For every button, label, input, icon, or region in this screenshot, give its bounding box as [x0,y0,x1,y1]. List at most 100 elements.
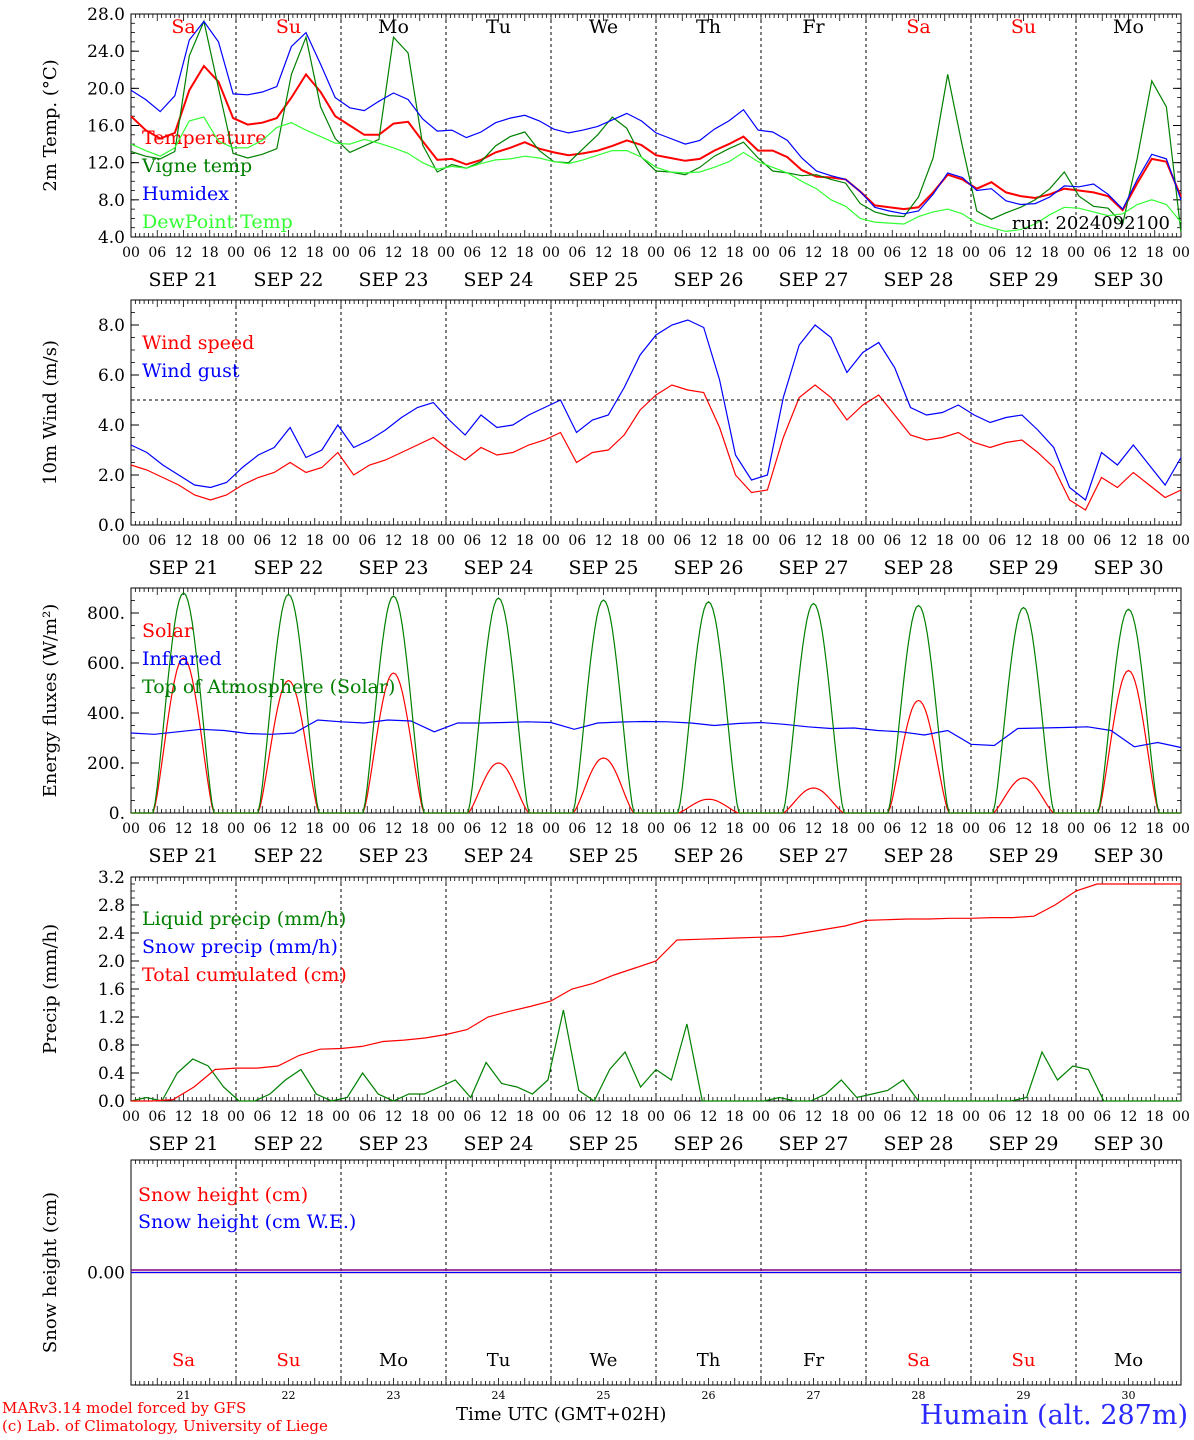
bottom-day-number: 23 [387,1389,401,1402]
panel-1-legend-4: DewPoint Temp [142,211,293,233]
panel-2-hour-label: 12 [700,533,718,549]
panel-4-hour-label: 18 [306,1109,324,1125]
panel-2-legend-1: Wind speed [142,332,254,354]
top-day-name: Sa [906,16,930,38]
top-day-name: Su [1011,16,1036,38]
panel-3-hour-label: 12 [385,821,403,837]
panel-4-hour-label: 18 [936,1109,954,1125]
panel-4-date-label: SEP 21 [149,1133,219,1155]
panel-3-hour-label: 12 [280,821,298,837]
panel-1-date-label: SEP 27 [779,269,849,291]
panel-1-date-label: SEP 29 [989,269,1059,291]
panel-1-legend-2: Vigne temp [141,155,252,177]
panel-3-frame [130,587,1182,814]
panel-1-legend-3: Humidex [142,183,229,205]
panel-3-hour-label: 00 [1067,821,1085,837]
panel-2-hour-label: 06 [988,533,1006,549]
panel-3-hour-label: 18 [306,821,324,837]
panel-4-hour-label: 12 [280,1109,298,1125]
panel-4-hour-label: 00 [857,1109,875,1125]
panel-4-series-1-line [130,1009,1181,1102]
panel-3-hour-label: 06 [463,821,481,837]
panel-4-hour-label: 00 [332,1109,350,1125]
panel-5-legend-2: Snow height (cm W.E.) [138,1211,356,1233]
panel-2-hour-label: 12 [595,533,613,549]
panel-3-hour-label: 00 [227,821,245,837]
bottom-day-name: Mo [379,1350,408,1371]
panel-3-date-label: SEP 28 [884,845,954,867]
panel-1-hour-label: 00 [332,245,350,261]
panel-1-hour-label: 12 [385,245,403,261]
panel-1-hour-label: 18 [306,245,324,261]
panel-1-hour-label: 06 [1093,245,1111,261]
panel-3-hour-label: 00 [542,821,560,837]
panel-2-date-label: SEP 27 [779,557,849,579]
panel-4-date-label: SEP 25 [569,1133,639,1155]
panel-3-hour-label: 00 [437,821,455,837]
panel-4-hour-label: 06 [148,1109,166,1125]
panel-3-y-tick-label: 0. [109,804,125,824]
panel-1-hour-label: 18 [726,245,744,261]
panel-4-legend-1: Liquid precip (mm/h) [142,908,346,930]
panel-4-hour-label: 12 [805,1109,823,1125]
panel-3-hour-label: 12 [700,821,718,837]
panel-3-hour-label: 12 [595,821,613,837]
panel-1-y-axis-label: 2m Temp. (°C) [40,59,61,191]
panel-3-date-label: SEP 30 [1094,845,1164,867]
panel-1-hour-label: 12 [1120,245,1138,261]
bottom-day-number: 24 [492,1389,506,1402]
panel-4-y-tick-label: 0.8 [98,1036,125,1056]
panel-2-hour-label: 06 [1093,533,1111,549]
panel-4-hour-label: 18 [726,1109,744,1125]
panel-3-hour-label: 06 [988,821,1006,837]
panel-3-date-label: SEP 21 [149,845,219,867]
panel-2-hour-label: 00 [542,533,560,549]
panel-3-date-label: SEP 25 [569,845,639,867]
panel-1-hour-label: 06 [568,245,586,261]
panel-2-hour-label: 00 [227,533,245,549]
panel-1-series-1-line [130,64,1182,212]
panel-1-y-tick-label: 20.0 [87,79,125,99]
panel-3-legend-2: Infrared [142,648,222,670]
location-label: Humain (alt. 287m) [919,1400,1188,1431]
panel-4-hour-label: 06 [358,1109,376,1125]
panel-2-hour-label: 00 [962,533,980,549]
panel-1-hour-label: 12 [595,245,613,261]
panel-4-hour-label: 18 [516,1109,534,1125]
panel-2-date-label: SEP 24 [464,557,534,579]
panel-4-hour-label: 06 [673,1109,691,1125]
panel-2-hour-label: 06 [568,533,586,549]
panel-2-hour-label: 18 [516,533,534,549]
panel-2-date-label: SEP 21 [149,557,219,579]
panel-4-hour-label: 00 [1067,1109,1085,1125]
panel-4-hour-label: 18 [1146,1109,1164,1125]
panel-4-y-tick-label: 2.0 [98,952,125,972]
top-day-name: Tu [486,16,511,38]
panel-2-date-label: SEP 23 [359,557,429,579]
panel-1-run-label: run: 2024092100 [1012,213,1170,234]
panel-3-hour-label: 18 [516,821,534,837]
panel-3-date-label: SEP 29 [989,845,1059,867]
panel-3-hour-label: 06 [673,821,691,837]
panel-1-frame [130,13,1182,238]
panel-2-hour-label: 06 [148,533,166,549]
panel-1-hour-label: 06 [673,245,691,261]
panel-3-hour-label: 12 [805,821,823,837]
panel-3-hour-label: 18 [831,821,849,837]
panel-3-hour-label: 00 [1172,821,1190,837]
bottom-day-name: Fr [803,1350,824,1371]
panel-2-date-label: SEP 25 [569,557,639,579]
panel-4-hour-label: 00 [227,1109,245,1125]
panel-4-date-label: SEP 26 [674,1133,744,1155]
panel-4-date-label: SEP 22 [254,1133,324,1155]
panel-3-hour-label: 06 [253,821,271,837]
panel-4-y-tick-label: 2.4 [98,924,125,944]
panel-1-hour-label: 18 [516,245,534,261]
panel-3-hour-label: 18 [1146,821,1164,837]
panel-3-date-label: SEP 27 [779,845,849,867]
panel-2-hour-label: 18 [831,533,849,549]
panel-4-hour-label: 00 [437,1109,455,1125]
panel-1-y-tick-label: 4.0 [98,228,125,248]
panel-3-hour-label: 18 [621,821,639,837]
panel-2-hour-label: 00 [857,533,875,549]
